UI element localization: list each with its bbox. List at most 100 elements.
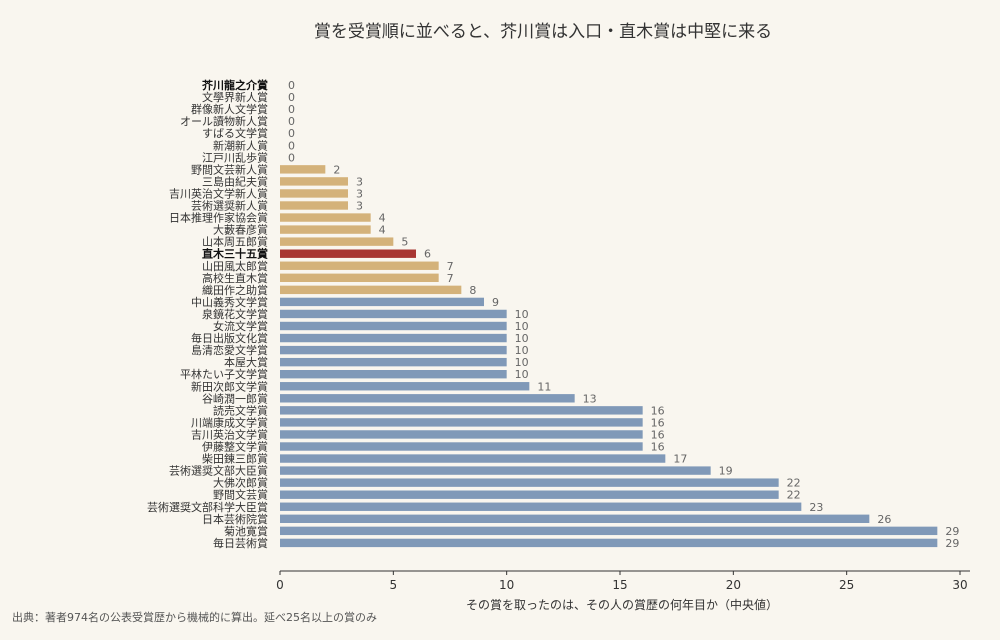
category-labels: 芥川龍之介賞文學界新人賞群像新人文学賞オール讀物新人賞すばる文学賞新潮新人賞江戸… bbox=[147, 78, 268, 550]
category-label-32: 芸術選奨文部大臣賞 bbox=[169, 464, 268, 478]
bar-32 bbox=[280, 466, 711, 475]
bar-28 bbox=[280, 418, 643, 427]
value-label-6: 0 bbox=[288, 151, 295, 164]
bar-31 bbox=[280, 454, 666, 463]
x-tick-label-6: 30 bbox=[952, 578, 967, 592]
category-label-26: 谷崎潤一郎賞 bbox=[202, 391, 268, 405]
value-label-33: 22 bbox=[787, 477, 801, 490]
category-label-18: 中山義秀文学賞 bbox=[191, 295, 268, 309]
bar-23 bbox=[280, 357, 507, 367]
bar-16 bbox=[280, 273, 439, 282]
value-label-34: 22 bbox=[787, 489, 801, 502]
category-label-22: 島清恋愛文学賞 bbox=[191, 343, 268, 357]
value-label-4: 0 bbox=[288, 127, 295, 140]
category-label-11: 日本推理作家協会賞 bbox=[169, 211, 268, 225]
bar-25 bbox=[280, 382, 530, 391]
value-label-29: 16 bbox=[651, 428, 665, 441]
value-label-20: 10 bbox=[515, 320, 529, 333]
bar-35 bbox=[280, 502, 802, 511]
value-label-19: 10 bbox=[515, 308, 529, 321]
value-label-32: 19 bbox=[719, 465, 733, 478]
value-label-30: 16 bbox=[651, 441, 665, 454]
bar-17 bbox=[280, 285, 462, 295]
category-label-24: 平林たい子文学賞 bbox=[180, 367, 268, 381]
value-label-21: 10 bbox=[515, 332, 529, 345]
chart-title: 賞を受賞順に並べると、芥川賞は入口・直木賞は中堅に来る bbox=[314, 22, 772, 42]
category-label-15: 山田風太郎賞 bbox=[202, 259, 268, 273]
x-axis-ticks: 0 5 10 15 20 25 30 bbox=[276, 571, 968, 592]
bar-24 bbox=[280, 370, 507, 379]
bar-21 bbox=[280, 333, 507, 343]
category-label-33: 大佛次郎賞 bbox=[213, 476, 268, 490]
value-label-2: 0 bbox=[288, 103, 295, 116]
value-label-10: 3 bbox=[356, 200, 363, 213]
value-label-22: 10 bbox=[515, 344, 529, 357]
category-label-0: 芥川龍之介賞 bbox=[202, 78, 268, 92]
bar-27 bbox=[280, 406, 643, 415]
value-label-24: 10 bbox=[515, 368, 529, 381]
bar-10 bbox=[280, 201, 348, 210]
bar-7 bbox=[280, 165, 326, 174]
value-label-18: 9 bbox=[492, 296, 499, 309]
x-tick-label-4: 20 bbox=[726, 578, 741, 592]
bar-9 bbox=[280, 189, 348, 198]
bar-13 bbox=[280, 237, 394, 246]
category-label-1: 文學界新人賞 bbox=[202, 90, 268, 104]
bar-18 bbox=[280, 297, 484, 307]
value-label-26: 13 bbox=[583, 392, 597, 405]
category-label-27: 読売文学賞 bbox=[213, 403, 268, 417]
bar-22 bbox=[280, 345, 507, 355]
value-label-9: 3 bbox=[356, 187, 363, 200]
category-label-4: すばる文学賞 bbox=[202, 126, 268, 140]
category-label-36: 日本芸術院賞 bbox=[202, 512, 268, 526]
value-label-3: 0 bbox=[288, 115, 295, 128]
value-label-38: 29 bbox=[945, 537, 959, 550]
category-label-28: 川端康成文学賞 bbox=[191, 415, 268, 429]
value-label-27: 16 bbox=[651, 404, 665, 417]
value-label-23: 10 bbox=[515, 356, 529, 369]
bar-26 bbox=[280, 394, 575, 403]
value-label-16: 7 bbox=[447, 272, 454, 285]
category-label-35: 芸術選奨文部科学大臣賞 bbox=[147, 500, 268, 514]
value-label-14: 6 bbox=[424, 248, 431, 261]
bar-29 bbox=[280, 430, 643, 439]
category-label-20: 女流文学賞 bbox=[213, 319, 268, 333]
category-label-16: 高校生直木賞 bbox=[202, 271, 268, 285]
value-label-36: 26 bbox=[877, 513, 891, 526]
bars-group bbox=[280, 165, 938, 548]
category-label-2: 群像新人文学賞 bbox=[191, 102, 268, 116]
bar-14 bbox=[280, 249, 416, 258]
x-tick-label-2: 10 bbox=[499, 578, 514, 592]
category-label-19: 泉鏡花文学賞 bbox=[202, 307, 268, 321]
value-label-35: 23 bbox=[809, 501, 823, 514]
bar-33 bbox=[280, 478, 779, 487]
category-label-10: 芸術選奨新人賞 bbox=[191, 199, 268, 213]
bar-12 bbox=[280, 225, 371, 234]
value-label-31: 17 bbox=[673, 453, 687, 466]
category-label-29: 吉川英治文学賞 bbox=[191, 427, 268, 441]
category-label-14: 直木三十五賞 bbox=[202, 247, 268, 261]
category-label-34: 野間文芸賞 bbox=[213, 488, 268, 502]
value-label-7: 2 bbox=[333, 163, 340, 176]
x-tick-label-5: 25 bbox=[839, 578, 854, 592]
category-label-12: 大藪春彦賞 bbox=[213, 223, 268, 237]
value-label-25: 11 bbox=[537, 380, 551, 393]
x-tick-label-0: 0 bbox=[276, 578, 284, 592]
bar-19 bbox=[280, 309, 507, 319]
category-label-6: 江戸川乱歩賞 bbox=[202, 150, 268, 164]
value-label-15: 7 bbox=[447, 260, 454, 273]
category-label-5: 新潮新人賞 bbox=[213, 138, 268, 152]
category-label-37: 菊池寛賞 bbox=[224, 524, 268, 538]
value-label-11: 4 bbox=[379, 212, 386, 225]
category-label-25: 新田次郎文学賞 bbox=[191, 379, 268, 393]
category-label-38: 毎日芸術賞 bbox=[213, 537, 268, 550]
bar-38 bbox=[280, 538, 938, 548]
value-label-0: 0 bbox=[288, 79, 295, 92]
category-label-7: 野間文芸新人賞 bbox=[191, 162, 268, 176]
category-label-9: 吉川英治文学新人賞 bbox=[169, 186, 268, 200]
category-label-21: 毎日出版文化賞 bbox=[191, 331, 268, 345]
category-label-13: 山本周五郎賞 bbox=[202, 235, 268, 249]
category-label-31: 柴田錬三郎賞 bbox=[202, 452, 268, 466]
value-label-17: 8 bbox=[469, 284, 476, 297]
